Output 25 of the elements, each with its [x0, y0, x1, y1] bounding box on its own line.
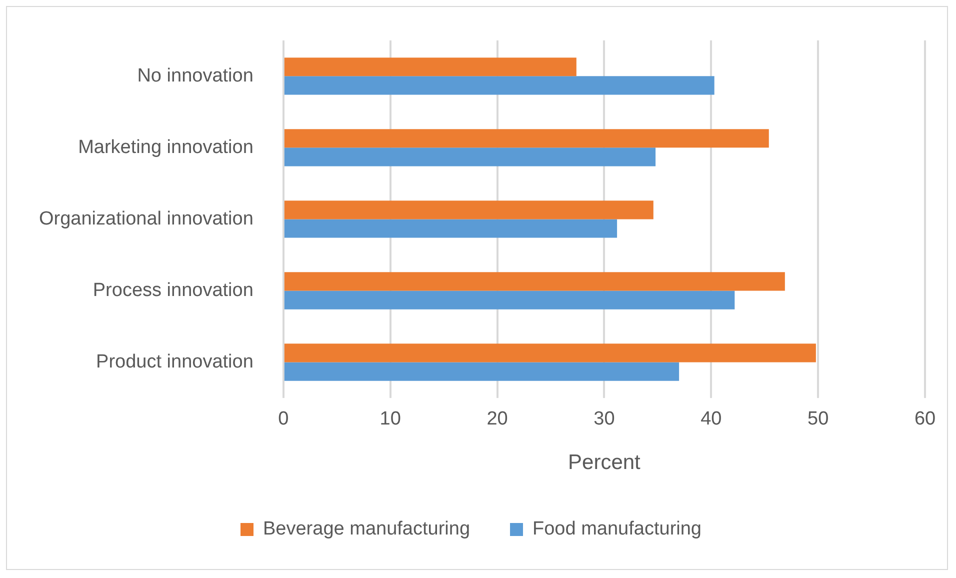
x-tick-label: 10: [380, 408, 401, 430]
x-tick-label: 20: [486, 408, 508, 430]
x-tick-label: 50: [808, 408, 829, 430]
bar: [284, 76, 714, 95]
bar: [284, 148, 656, 166]
bar: [284, 219, 618, 238]
bar: [284, 200, 654, 220]
x-tick-label: 40: [700, 408, 722, 430]
x-tick-label: 30: [594, 408, 615, 430]
x-tick-label: 60: [914, 408, 936, 430]
y-tick-label: Process innovation: [92, 280, 254, 301]
x-axis-title: Percent: [568, 451, 641, 474]
y-tick-label: No innovation: [137, 65, 254, 86]
legend-label: Food manufacturing: [532, 518, 702, 540]
bar: [284, 129, 769, 148]
bar: [284, 362, 680, 381]
bar: [284, 290, 735, 310]
y-tick-label: Marketing innovation: [78, 136, 254, 158]
y-tick-label: Product innovation: [96, 351, 254, 372]
legend-label: Beverage manufacturing: [263, 518, 470, 540]
bar: [284, 272, 785, 291]
bar: [284, 58, 576, 76]
x-tick-label: 0: [278, 408, 289, 430]
y-tick-label: Organizational innovation: [38, 208, 254, 230]
bar: [284, 344, 816, 362]
